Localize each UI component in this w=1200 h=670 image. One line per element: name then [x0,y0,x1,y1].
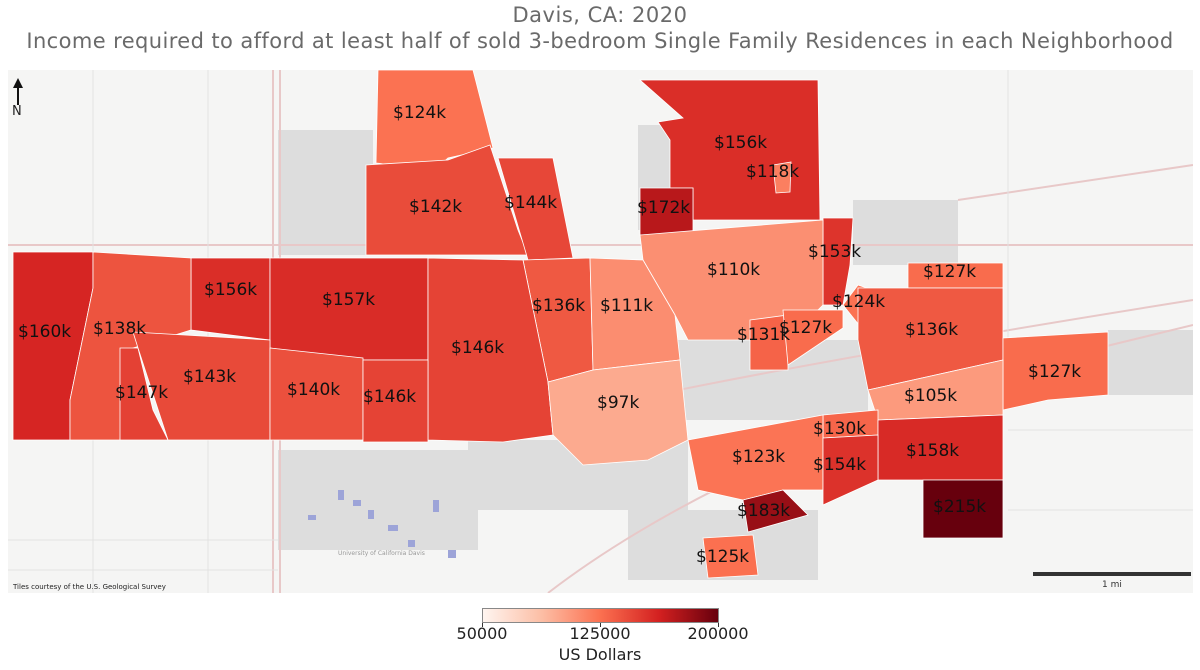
neighborhood-label-32: $215k [933,497,986,517]
neighborhood-label-15: $124k [832,292,885,312]
colorbar-tick-label-1: 125000 [569,624,631,643]
colorbar-tick-0 [482,623,483,627]
map-title: Davis, CA: 2020 [512,3,688,27]
neighborhood-2 [772,161,792,194]
neighborhood-4 [365,144,529,256]
neighborhood-label-11: $157k [322,290,375,310]
neighborhood-label-33: $125k [696,547,749,567]
campus-label: University of California Davis [338,550,425,557]
north-arrow-icon [13,78,23,105]
neighborhood-label-13: $136k [532,296,585,316]
neighborhood-label-28: $123k [732,447,785,467]
neighborhood-label-17: $127k [779,318,832,338]
neighborhood-20 [119,347,169,441]
neighborhood-label-21: $143k [183,367,236,387]
neighborhood-33 [702,534,759,579]
neighborhood-label-30: $154k [813,455,866,475]
neighborhood-21 [132,331,271,441]
neighborhood-polygons [12,70,1109,579]
neighborhood-5 [497,157,574,261]
neighborhood-24 [547,359,689,466]
neighborhood-label-3: $172k [637,198,690,218]
neighborhood-label-26: $105k [904,386,957,406]
neighborhood-label-19: $146k [451,338,504,358]
neighborhood-label-23: $146k [363,387,416,407]
neighborhood-label-8: $127k [923,262,976,282]
scale-label: 1 mi [1102,580,1122,590]
colorbar [482,608,719,623]
neighborhood-label-20: $147k [115,383,168,403]
colorbar-title: US Dollars [558,645,642,664]
colorbar-tick-1 [600,623,601,627]
neighborhood-label-5: $144k [504,193,557,213]
neighborhood-label-6: $153k [808,242,861,262]
neighborhood-label-1: $156k [714,133,767,153]
neighborhood-label-25: $127k [1028,362,1081,382]
neighborhood-31 [742,489,809,533]
choropleth-map: University of California Davis [8,70,1193,593]
north-label: N [12,104,22,119]
neighborhood-label-29: $158k [906,441,959,461]
neighborhood-30 [822,434,879,506]
neighborhood-label-31: $183k [737,501,790,521]
neighborhood-label-0: $124k [393,103,446,123]
campus-buildings [308,490,456,558]
scale-bar [1033,572,1191,576]
neighborhood-0 [375,70,494,171]
neighborhood-label-27: $130k [813,419,866,439]
neighborhood-16 [749,314,789,371]
colorbar-tick-label-2: 200000 [687,624,749,643]
neighborhood-label-4: $142k [409,197,462,217]
colorbar-tick-label-0: 50000 [456,624,508,643]
neighborhood-label-24: $97k [597,393,639,413]
tile-attribution: Tiles courtesy of the U.S. Geological Su… [13,583,166,591]
neighborhood-label-12: $138k [93,319,146,339]
neighborhood-label-9: $160k [18,322,71,342]
neighborhood-32 [922,479,1004,539]
neighborhood-label-10: $156k [204,280,257,300]
neighborhood-14 [589,257,681,371]
neighborhood-label-18: $136k [905,320,958,340]
neighborhood-label-16: $131k [737,325,790,345]
basemap-urban-areas [278,125,1193,580]
colorbar-tick-2 [718,623,719,627]
neighborhood-label-14: $111k [600,296,653,316]
neighborhood-label-22: $140k [287,380,340,400]
neighborhood-labels: $124k $156k $118k $172k $142k $144k $153… [18,103,1081,567]
map-subtitle: Income required to afford at least half … [26,29,1174,53]
neighborhood-label-7: $110k [707,260,760,280]
neighborhood-label-2: $118k [746,162,799,182]
neighborhood-23 [362,359,429,443]
neighborhood-17 [782,309,844,366]
